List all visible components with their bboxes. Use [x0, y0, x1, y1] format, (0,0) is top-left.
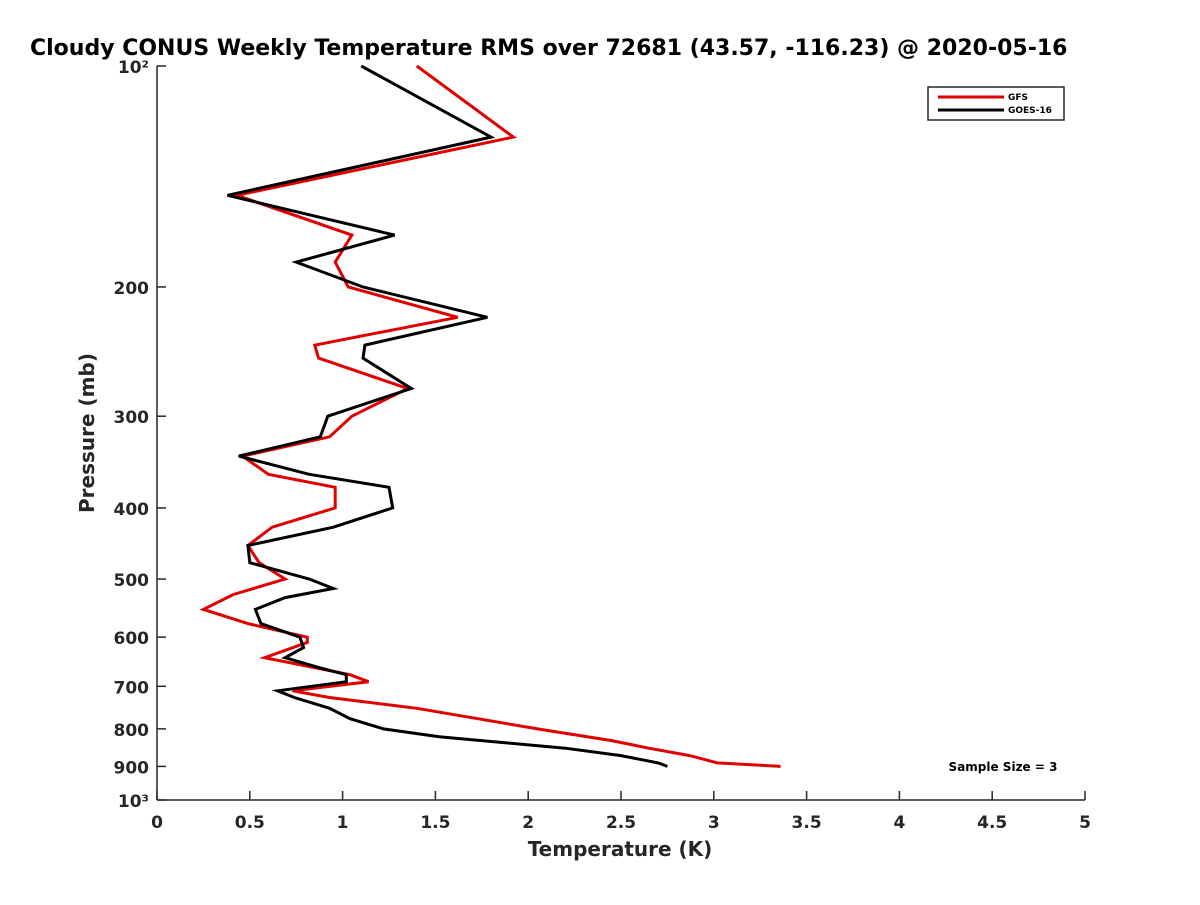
y-tick-label: 900: [114, 758, 150, 778]
x-tick-label: 4.5: [977, 813, 1007, 833]
y-tick-label: 800: [114, 721, 150, 741]
x-tick-label: 0.5: [235, 813, 265, 833]
x-tick-label: 1.5: [420, 813, 450, 833]
y-tick-label: 300: [114, 408, 150, 428]
x-axis-label: Temperature (K): [528, 837, 713, 861]
legend-box: [927, 86, 1065, 121]
y-tick-label: 10³: [118, 792, 149, 812]
legend: GFS GOES-16: [927, 86, 1065, 121]
x-tick-label: 5: [1079, 813, 1091, 833]
x-tick-label: 4: [893, 813, 905, 833]
x-tick-label: 3.5: [792, 813, 822, 833]
y-tick-label: 600: [114, 629, 150, 649]
y-tick-label: 10²: [118, 58, 149, 78]
x-tick-label: 1: [337, 813, 349, 833]
x-tick-label: 3: [708, 813, 720, 833]
series-lines: [199, 64, 781, 768]
x-tick-label: 0: [151, 813, 163, 833]
x-tick-label: 2.5: [606, 813, 636, 833]
y-axis-label: Pressure (mb): [75, 353, 99, 513]
chart-title: Cloudy CONUS Weekly Temperature RMS over…: [30, 36, 1067, 61]
series-line-goes-16: [227, 64, 668, 768]
y-tick-label: 700: [114, 678, 150, 698]
x-tick-label: 2: [522, 813, 534, 833]
series-line-gfs: [199, 64, 781, 768]
axes: 0 0.5 1 1.5 2 2.5 3 3.5 4 4.5 5 10² 200 300 400 500 600 7…: [114, 58, 1091, 833]
legend-label: GFS: [1008, 93, 1028, 103]
y-tick-label: 500: [114, 571, 150, 591]
sample-size-annotation: Sample Size = 3: [949, 760, 1058, 774]
y-tick-label: 200: [114, 279, 150, 299]
legend-label: GOES-16: [1008, 106, 1052, 116]
y-tick-label: 400: [114, 500, 150, 520]
